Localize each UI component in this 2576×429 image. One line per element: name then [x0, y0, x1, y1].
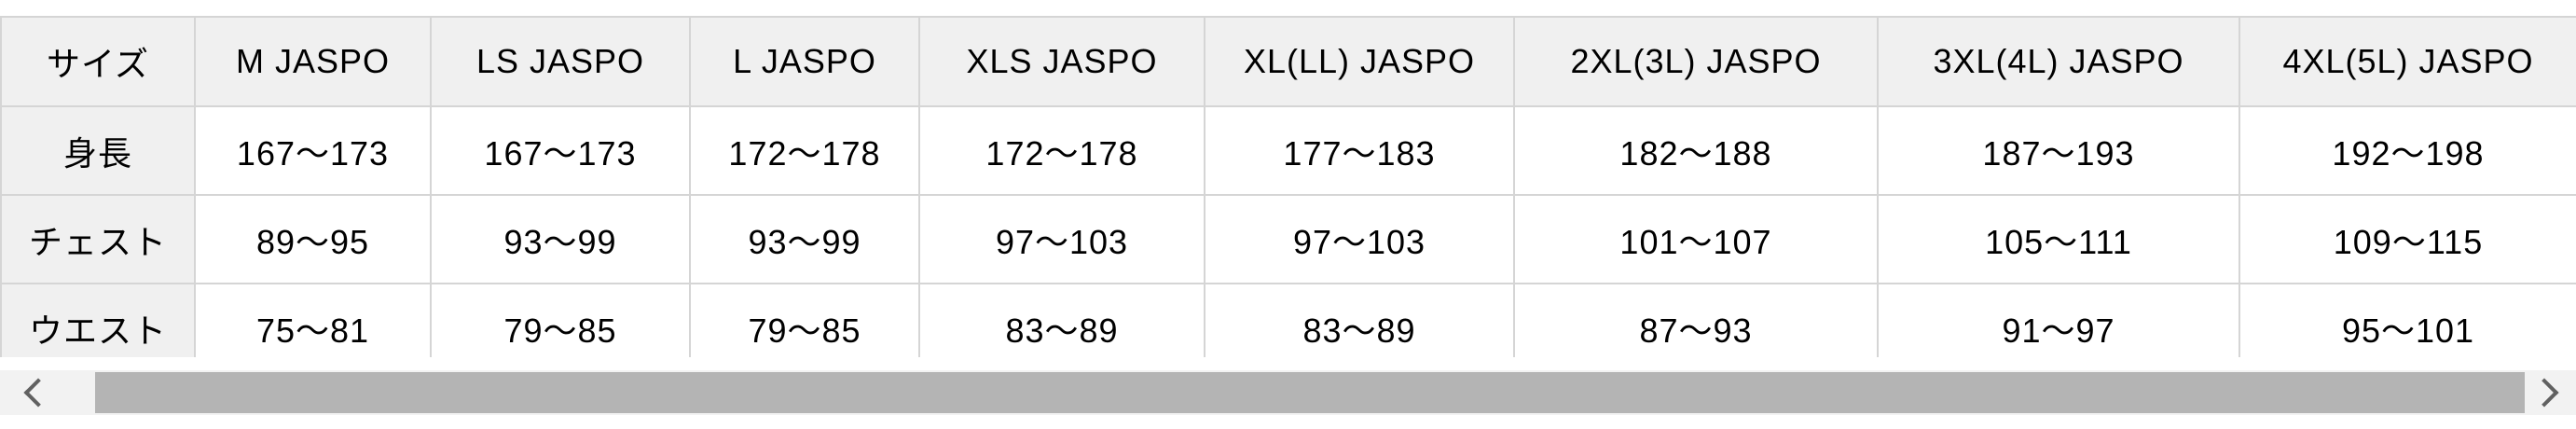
size-chart-table: サイズ M JASPO LS JASPO L JASPO XLS JASPO XL(LL)… — [0, 16, 2576, 357]
measurement-cell: 177〜183 — [1204, 105, 1515, 196]
measurement-cell: 101〜107 — [1513, 194, 1879, 284]
measurement-cell: 89〜95 — [194, 194, 432, 284]
measurement-cell: 97〜103 — [918, 194, 1205, 284]
size-column-header: 4XL(5L) JASPO — [2239, 16, 2576, 107]
size-column-header: L JASPO — [689, 16, 920, 107]
row-label: チェスト — [0, 194, 196, 284]
measurement-cell: 83〜89 — [918, 283, 1205, 357]
measurement-cell: 192〜198 — [2239, 105, 2576, 196]
chevron-left-icon — [23, 378, 53, 408]
measurement-cell: 93〜99 — [689, 194, 920, 284]
measurement-cell: 167〜173 — [430, 105, 691, 196]
size-column-header: XLS JASPO — [918, 16, 1205, 107]
horizontal-scrollbar[interactable] — [0, 370, 2576, 415]
scroll-left-button[interactable] — [0, 370, 69, 415]
row-label: 身長 — [0, 105, 196, 196]
size-column-header: LS JASPO — [430, 16, 691, 107]
measurement-cell: 172〜178 — [918, 105, 1205, 196]
measurement-cell: 79〜85 — [689, 283, 920, 357]
row-label: ウエスト — [0, 283, 196, 357]
table-row: ウエスト 75〜81 79〜85 79〜85 83〜89 83〜89 87〜93 91〜97 9… — [0, 283, 2576, 357]
scroll-right-button[interactable] — [2520, 370, 2576, 415]
measurement-cell: 75〜81 — [194, 283, 432, 357]
table-row: 身長 167〜173 167〜173 172〜178 172〜178 177〜183 182… — [0, 105, 2576, 196]
measurement-cell: 79〜85 — [430, 283, 691, 357]
measurement-cell: 182〜188 — [1513, 105, 1879, 196]
size-column-header: 2XL(3L) JASPO — [1513, 16, 1879, 107]
measurement-cell: 109〜115 — [2239, 194, 2576, 284]
measurement-cell: 172〜178 — [689, 105, 920, 196]
size-chart-scroll-area[interactable]: サイズ M JASPO LS JASPO L JASPO XLS JASPO XL(LL)… — [0, 16, 2576, 357]
measurement-cell: 105〜111 — [1877, 194, 2240, 284]
measurement-cell: 97〜103 — [1204, 194, 1515, 284]
measurement-cell: 187〜193 — [1877, 105, 2240, 196]
measurement-cell: 95〜101 — [2239, 283, 2576, 357]
size-column-header: M JASPO — [194, 16, 432, 107]
chevron-right-icon — [2529, 378, 2559, 408]
scrollbar-thumb[interactable] — [95, 372, 2525, 413]
size-column-header: 3XL(4L) JASPO — [1877, 16, 2240, 107]
size-chart-header: サイズ M JASPO LS JASPO L JASPO XLS JASPO XL(LL)… — [0, 16, 2576, 107]
size-chart-body: 身長 167〜173 167〜173 172〜178 172〜178 177〜183 182… — [0, 105, 2576, 357]
table-row: チェスト 89〜95 93〜99 93〜99 97〜103 97〜103 101〜107 10… — [0, 194, 2576, 284]
measurement-cell: 87〜93 — [1513, 283, 1879, 357]
measurement-cell: 93〜99 — [430, 194, 691, 284]
size-column-header: XL(LL) JASPO — [1204, 16, 1515, 107]
measurement-cell: 91〜97 — [1877, 283, 2240, 357]
measurement-cell: 83〜89 — [1204, 283, 1515, 357]
corner-header-cell: サイズ — [0, 16, 196, 107]
measurement-cell: 167〜173 — [194, 105, 432, 196]
header-row: サイズ M JASPO LS JASPO L JASPO XLS JASPO XL(LL)… — [0, 16, 2576, 107]
